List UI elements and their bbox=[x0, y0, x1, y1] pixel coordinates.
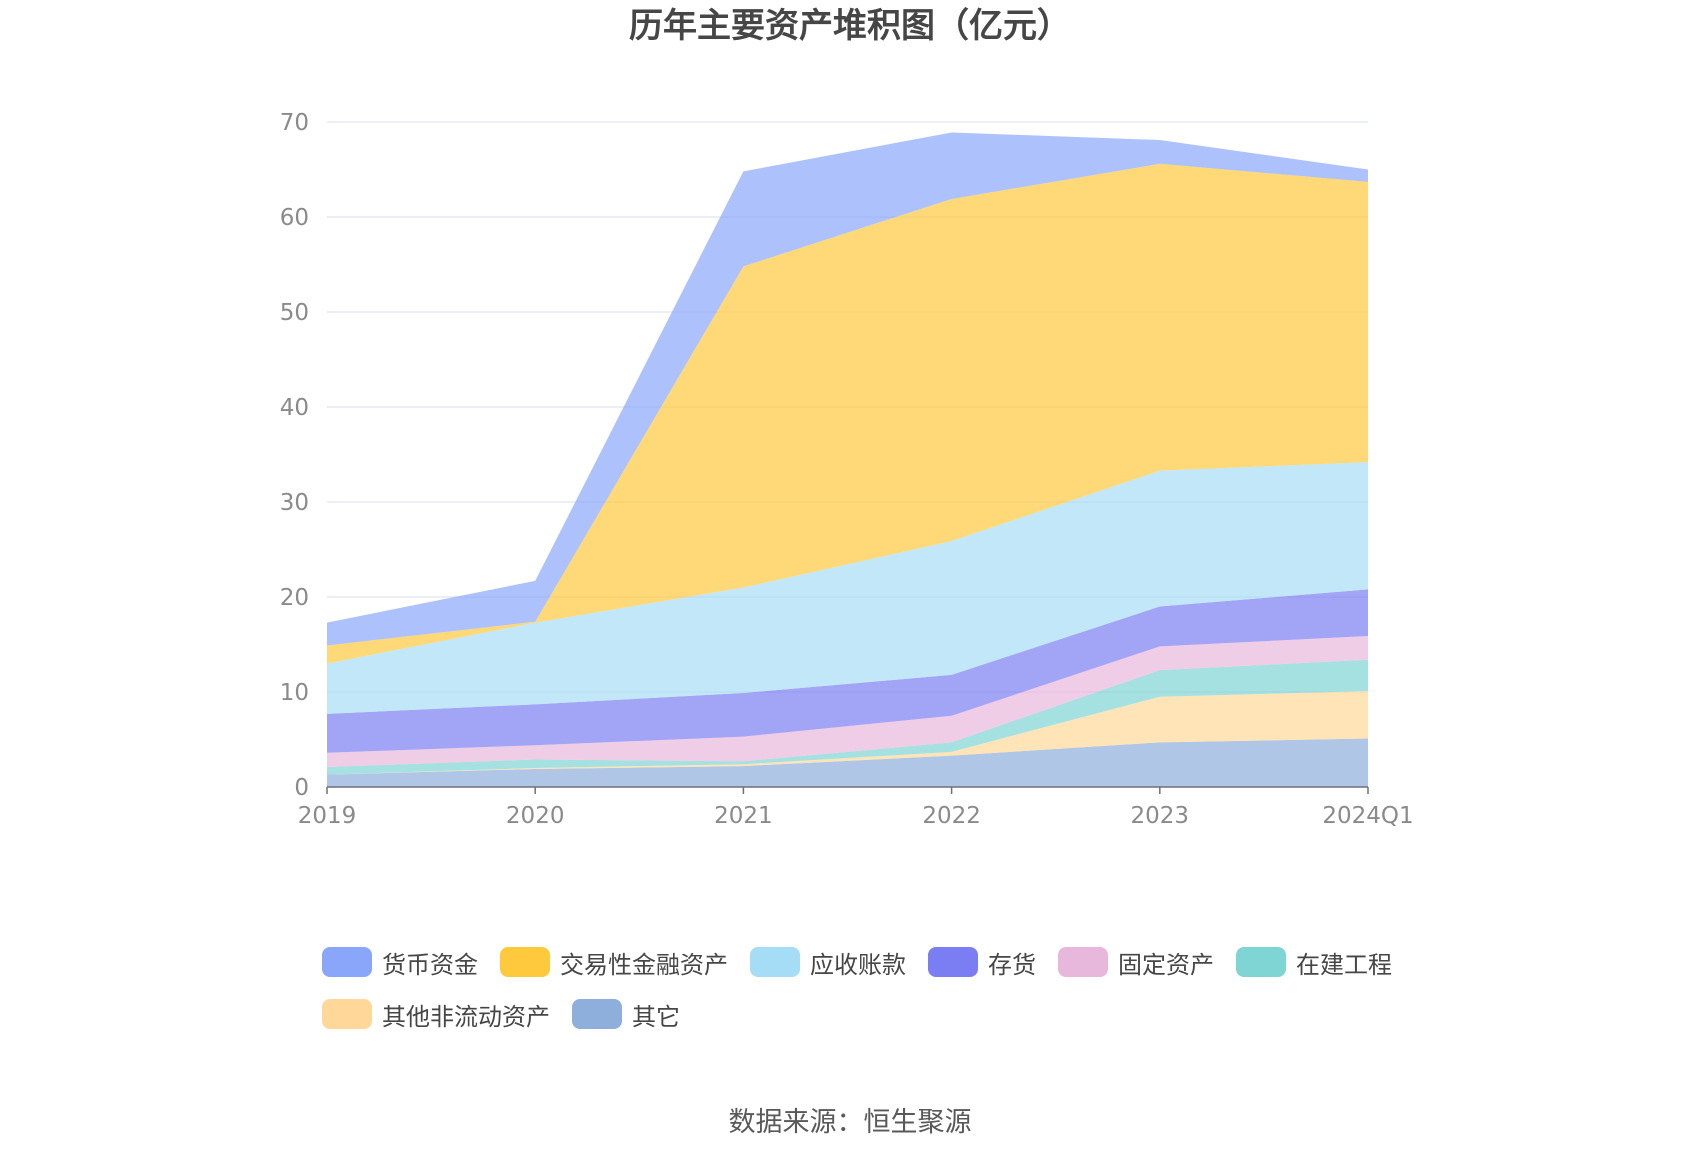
area-series-3[interactable] bbox=[327, 635, 1368, 768]
legend-swatch bbox=[572, 999, 622, 1029]
legend-swatch bbox=[750, 947, 800, 977]
stacked-area-chart: 0 10 20 30 40 50 60 70 2019 2020 2021 2022 2023 2024Q… bbox=[280, 110, 1414, 829]
legend-swatch bbox=[928, 947, 978, 977]
legend: 货币资金 交易性金融资产 应收账款 存货 固定资产 在建工程其他非流动资产 其它 bbox=[322, 945, 1422, 1049]
legend-label: 固定资产 bbox=[1118, 950, 1214, 979]
legend-item[interactable]: 其他非流动资产 bbox=[322, 997, 550, 1031]
legend-label: 存货 bbox=[988, 950, 1036, 979]
x-tick-label: 2021 bbox=[714, 803, 773, 829]
legend-swatch bbox=[1058, 947, 1108, 977]
x-tick-label: 2024Q1 bbox=[1322, 803, 1413, 829]
area-series-5[interactable] bbox=[327, 462, 1368, 714]
x-tick-label: 2020 bbox=[506, 803, 565, 829]
legend-item[interactable]: 交易性金融资产 bbox=[500, 945, 728, 979]
y-tick-label: 0 bbox=[294, 775, 309, 801]
axes: 0 10 20 30 40 50 60 70 2019 2020 2021 2022 2023 2024Q… bbox=[280, 110, 1414, 829]
legend-swatch bbox=[322, 947, 372, 977]
legend-swatch bbox=[1236, 947, 1286, 977]
x-tick-label: 2022 bbox=[922, 803, 981, 829]
y-tick-label: 40 bbox=[280, 395, 309, 421]
legend-item[interactable]: 在建工程 bbox=[1236, 945, 1392, 979]
legend-label: 交易性金融资产 bbox=[560, 950, 728, 979]
area-series-2[interactable] bbox=[327, 659, 1368, 775]
y-tick-label: 30 bbox=[280, 490, 309, 516]
area-series-6[interactable] bbox=[327, 163, 1368, 664]
x-tick-label: 2023 bbox=[1131, 803, 1190, 829]
legend-swatch bbox=[322, 999, 372, 1029]
y-tick-label: 60 bbox=[280, 205, 309, 231]
y-tick-label: 10 bbox=[280, 680, 309, 706]
y-tick-label: 70 bbox=[280, 110, 309, 136]
legend-item[interactable]: 固定资产 bbox=[1058, 945, 1214, 979]
x-tick-label: 2019 bbox=[298, 803, 357, 829]
y-tick-label: 50 bbox=[280, 300, 309, 326]
legend-item[interactable]: 其它 bbox=[572, 997, 680, 1031]
legend-label: 货币资金 bbox=[382, 950, 478, 979]
legend-label: 其他非流动资产 bbox=[382, 1002, 550, 1031]
legend-label: 在建工程 bbox=[1296, 950, 1392, 979]
legend-item[interactable]: 应收账款 bbox=[750, 945, 906, 979]
area-series-1[interactable] bbox=[327, 691, 1368, 775]
legend-swatch bbox=[500, 947, 550, 977]
legend-label: 应收账款 bbox=[810, 950, 906, 979]
area-series-7[interactable] bbox=[327, 132, 1368, 646]
y-tick-label: 20 bbox=[280, 585, 309, 611]
area-series bbox=[327, 132, 1368, 787]
legend-item[interactable]: 存货 bbox=[928, 945, 1036, 979]
source-note: 数据来源：恒生聚源 bbox=[728, 1107, 972, 1138]
chart-title: 历年主要资产堆积图（亿元） bbox=[629, 6, 1071, 46]
area-series-0[interactable] bbox=[327, 738, 1368, 787]
legend-label: 其它 bbox=[632, 1002, 680, 1031]
area-series-4[interactable] bbox=[327, 589, 1368, 753]
legend-item[interactable]: 货币资金 bbox=[322, 945, 478, 979]
